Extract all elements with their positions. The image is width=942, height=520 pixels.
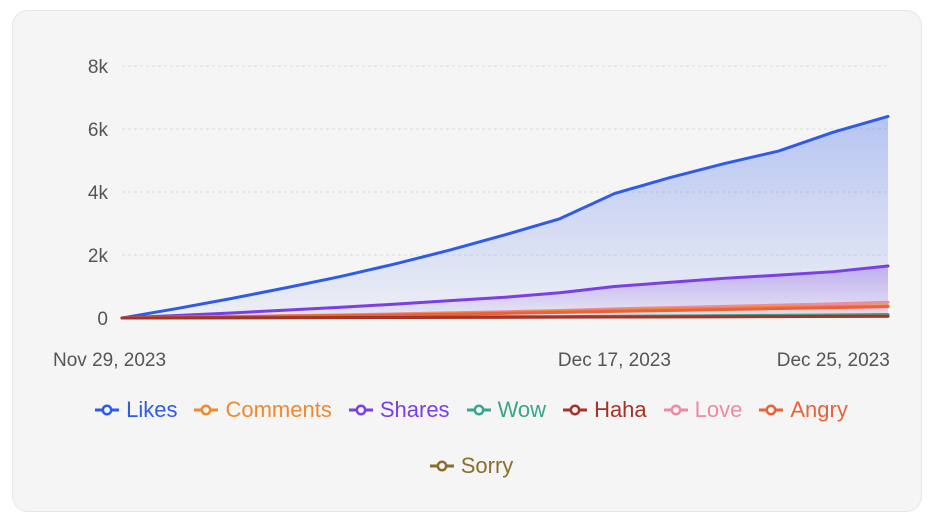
legend-label: Shares — [379, 397, 450, 422]
legend-item-haha[interactable]: Haha — [562, 394, 647, 426]
legend-marker-icon — [563, 404, 588, 416]
chart-legend: Likes Comments Shares Wow Haha Love Angry Sorry — [0, 394, 942, 482]
legend-label: Angry — [790, 397, 848, 422]
legend-item-wow[interactable]: Wow — [466, 394, 547, 426]
legend-item-comments[interactable]: Comments — [193, 394, 332, 426]
y-tick-label: 2k — [88, 246, 109, 267]
legend-item-shares[interactable]: Shares — [348, 394, 450, 426]
y-tick-label: 6k — [88, 120, 109, 141]
y-tick-label: 8k — [88, 57, 109, 78]
legend-label: Comments — [225, 397, 332, 422]
y-tick-label: 0 — [97, 309, 108, 330]
area-love — [122, 302, 888, 318]
legend-label: Likes — [126, 397, 178, 422]
legend-marker-icon — [194, 404, 219, 416]
series-line-haha — [120, 314, 890, 320]
legend-label: Wow — [497, 397, 547, 422]
legend-marker-icon — [95, 404, 120, 416]
legend-item-sorry[interactable]: Sorry — [429, 450, 514, 482]
x-tick-label: Dec 25, 2023 — [777, 350, 890, 371]
area-likes — [122, 116, 888, 319]
x-tick-label: Dec 17, 2023 — [558, 350, 671, 371]
legend-label: Love — [694, 397, 743, 422]
area-chart: 0 2k 4k 6k 8k Nov 29, 2023 Dec 17, 2023 Dec 25,… — [53, 57, 890, 371]
legend-label: Haha — [594, 397, 647, 422]
x-tick-label: Nov 29, 2023 — [53, 350, 166, 371]
legend-label: Sorry — [460, 453, 514, 478]
y-tick-label: 4k — [88, 183, 109, 204]
legend-item-love[interactable]: Love — [663, 394, 743, 426]
area-shares — [122, 266, 888, 318]
legend-marker-icon — [759, 404, 784, 416]
legend-marker-icon — [663, 404, 688, 416]
series-line-likes — [120, 114, 890, 320]
legend-item-likes[interactable]: Likes — [94, 394, 177, 426]
legend-marker-icon — [429, 460, 454, 472]
legend-item-angry[interactable]: Angry — [758, 394, 848, 426]
legend-marker-icon — [348, 404, 373, 416]
legend-marker-icon — [466, 404, 491, 416]
series-line-shares — [120, 264, 890, 320]
